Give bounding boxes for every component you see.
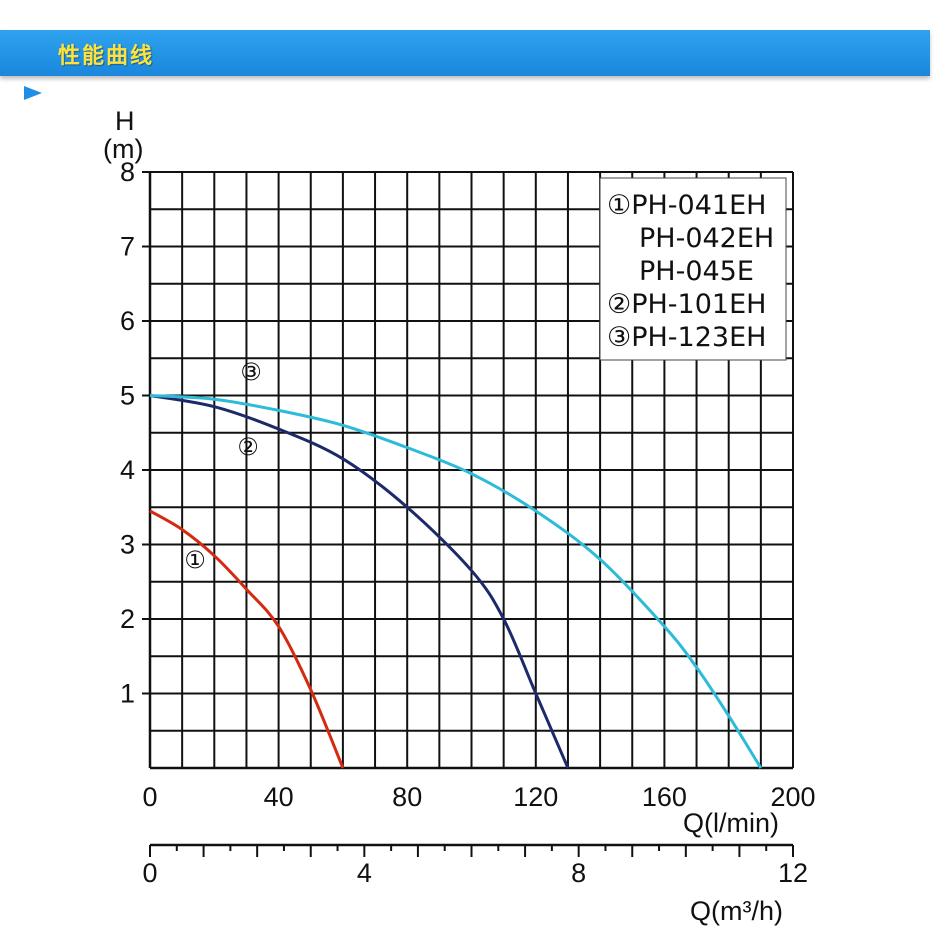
legend-entry: ③PH-123EH (607, 322, 766, 353)
x-axis-label: Q(l/min) (683, 808, 779, 838)
legend-entry: ②PH-101EH (607, 289, 766, 320)
x2-tick-label: 4 (357, 858, 372, 888)
legend-entry: PH-045E (639, 256, 754, 287)
x2-tick-label: 8 (571, 858, 586, 888)
chart-curves: ① ② ③ (149, 358, 763, 769)
legend-box (599, 177, 787, 361)
x-axis: 0 40 80 120 160 200 (142, 782, 815, 812)
curve-label-1: ① (184, 546, 206, 574)
x-tick-label: 160 (642, 782, 687, 812)
x-tick-label: 200 (770, 782, 815, 812)
y-tick-label: 5 (120, 381, 135, 411)
header-banner: 性能曲线 (0, 30, 930, 76)
page-title: 性能曲线 (58, 44, 155, 69)
y-tick-label: 6 (120, 306, 135, 336)
legend-entry: PH-042EH (639, 223, 774, 254)
legend-entry: ①PH-041EH (607, 190, 766, 221)
banner-arrow-icon (24, 86, 42, 100)
chart-legend: ①PH-041EHPH-042EHPH-045E②PH-101EH③PH-123… (607, 190, 774, 353)
x-tick-label: 120 (513, 782, 558, 812)
curve-series-3 (149, 394, 763, 769)
y-tick-label: 8 (120, 157, 135, 187)
y-axis-unit: (m) (103, 134, 143, 164)
x2-tick-label: 12 (778, 858, 808, 888)
curve-label-2: ② (237, 433, 259, 461)
x2-axis: 0 4 8 12 (142, 843, 808, 888)
y-tick-label: 7 (120, 232, 135, 262)
x2-tick-label: 0 (142, 858, 157, 888)
y-tick-label: 1 (120, 679, 135, 709)
curve-label-3: ③ (240, 358, 262, 386)
y-axis: 1 2 3 4 5 6 7 8 (120, 157, 150, 709)
curve-series-2 (149, 394, 570, 769)
x-tick-label: 80 (392, 782, 422, 812)
y-axis-label: H (115, 106, 135, 136)
y-tick-label: 4 (120, 455, 135, 485)
x2-axis-label: Q(m³/h) (690, 896, 783, 926)
x-tick-label: 0 (142, 782, 157, 812)
y-tick-label: 2 (120, 604, 135, 634)
y-tick-label: 3 (120, 530, 135, 560)
x-tick-label: 40 (264, 782, 294, 812)
curve-series-1 (149, 509, 345, 769)
